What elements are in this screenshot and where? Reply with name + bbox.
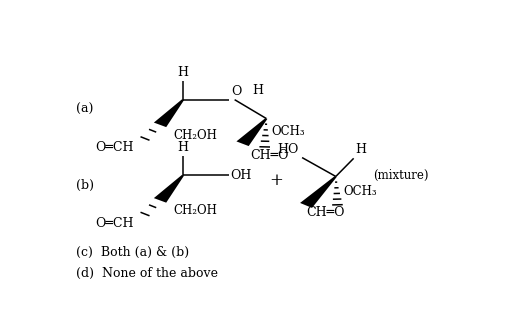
Text: (d)  None of the above: (d) None of the above	[76, 267, 218, 280]
Polygon shape	[300, 176, 337, 208]
Text: O═CH: O═CH	[95, 216, 134, 230]
Polygon shape	[154, 175, 184, 203]
Text: O: O	[231, 85, 242, 98]
Text: H: H	[356, 143, 367, 156]
Text: (b): (b)	[76, 179, 94, 192]
Text: OCH₃: OCH₃	[343, 185, 376, 198]
Text: (c)  Both (a) & (b): (c) Both (a) & (b)	[76, 246, 189, 259]
Text: H: H	[252, 84, 264, 97]
Text: +: +	[269, 172, 283, 189]
Text: HO: HO	[278, 143, 299, 156]
Text: OH: OH	[230, 169, 252, 182]
Polygon shape	[154, 99, 184, 127]
Text: (mixture): (mixture)	[374, 169, 429, 182]
Text: H: H	[178, 141, 188, 154]
Polygon shape	[237, 118, 267, 146]
Text: CH₂OH: CH₂OH	[173, 129, 217, 142]
Text: CH₂OH: CH₂OH	[173, 204, 217, 217]
Text: O═CH: O═CH	[95, 141, 134, 154]
Text: H: H	[178, 66, 188, 79]
Text: CH═O: CH═O	[250, 148, 289, 162]
Text: CH═O: CH═O	[306, 206, 345, 219]
Text: (a): (a)	[76, 103, 93, 116]
Text: OCH₃: OCH₃	[271, 125, 305, 138]
